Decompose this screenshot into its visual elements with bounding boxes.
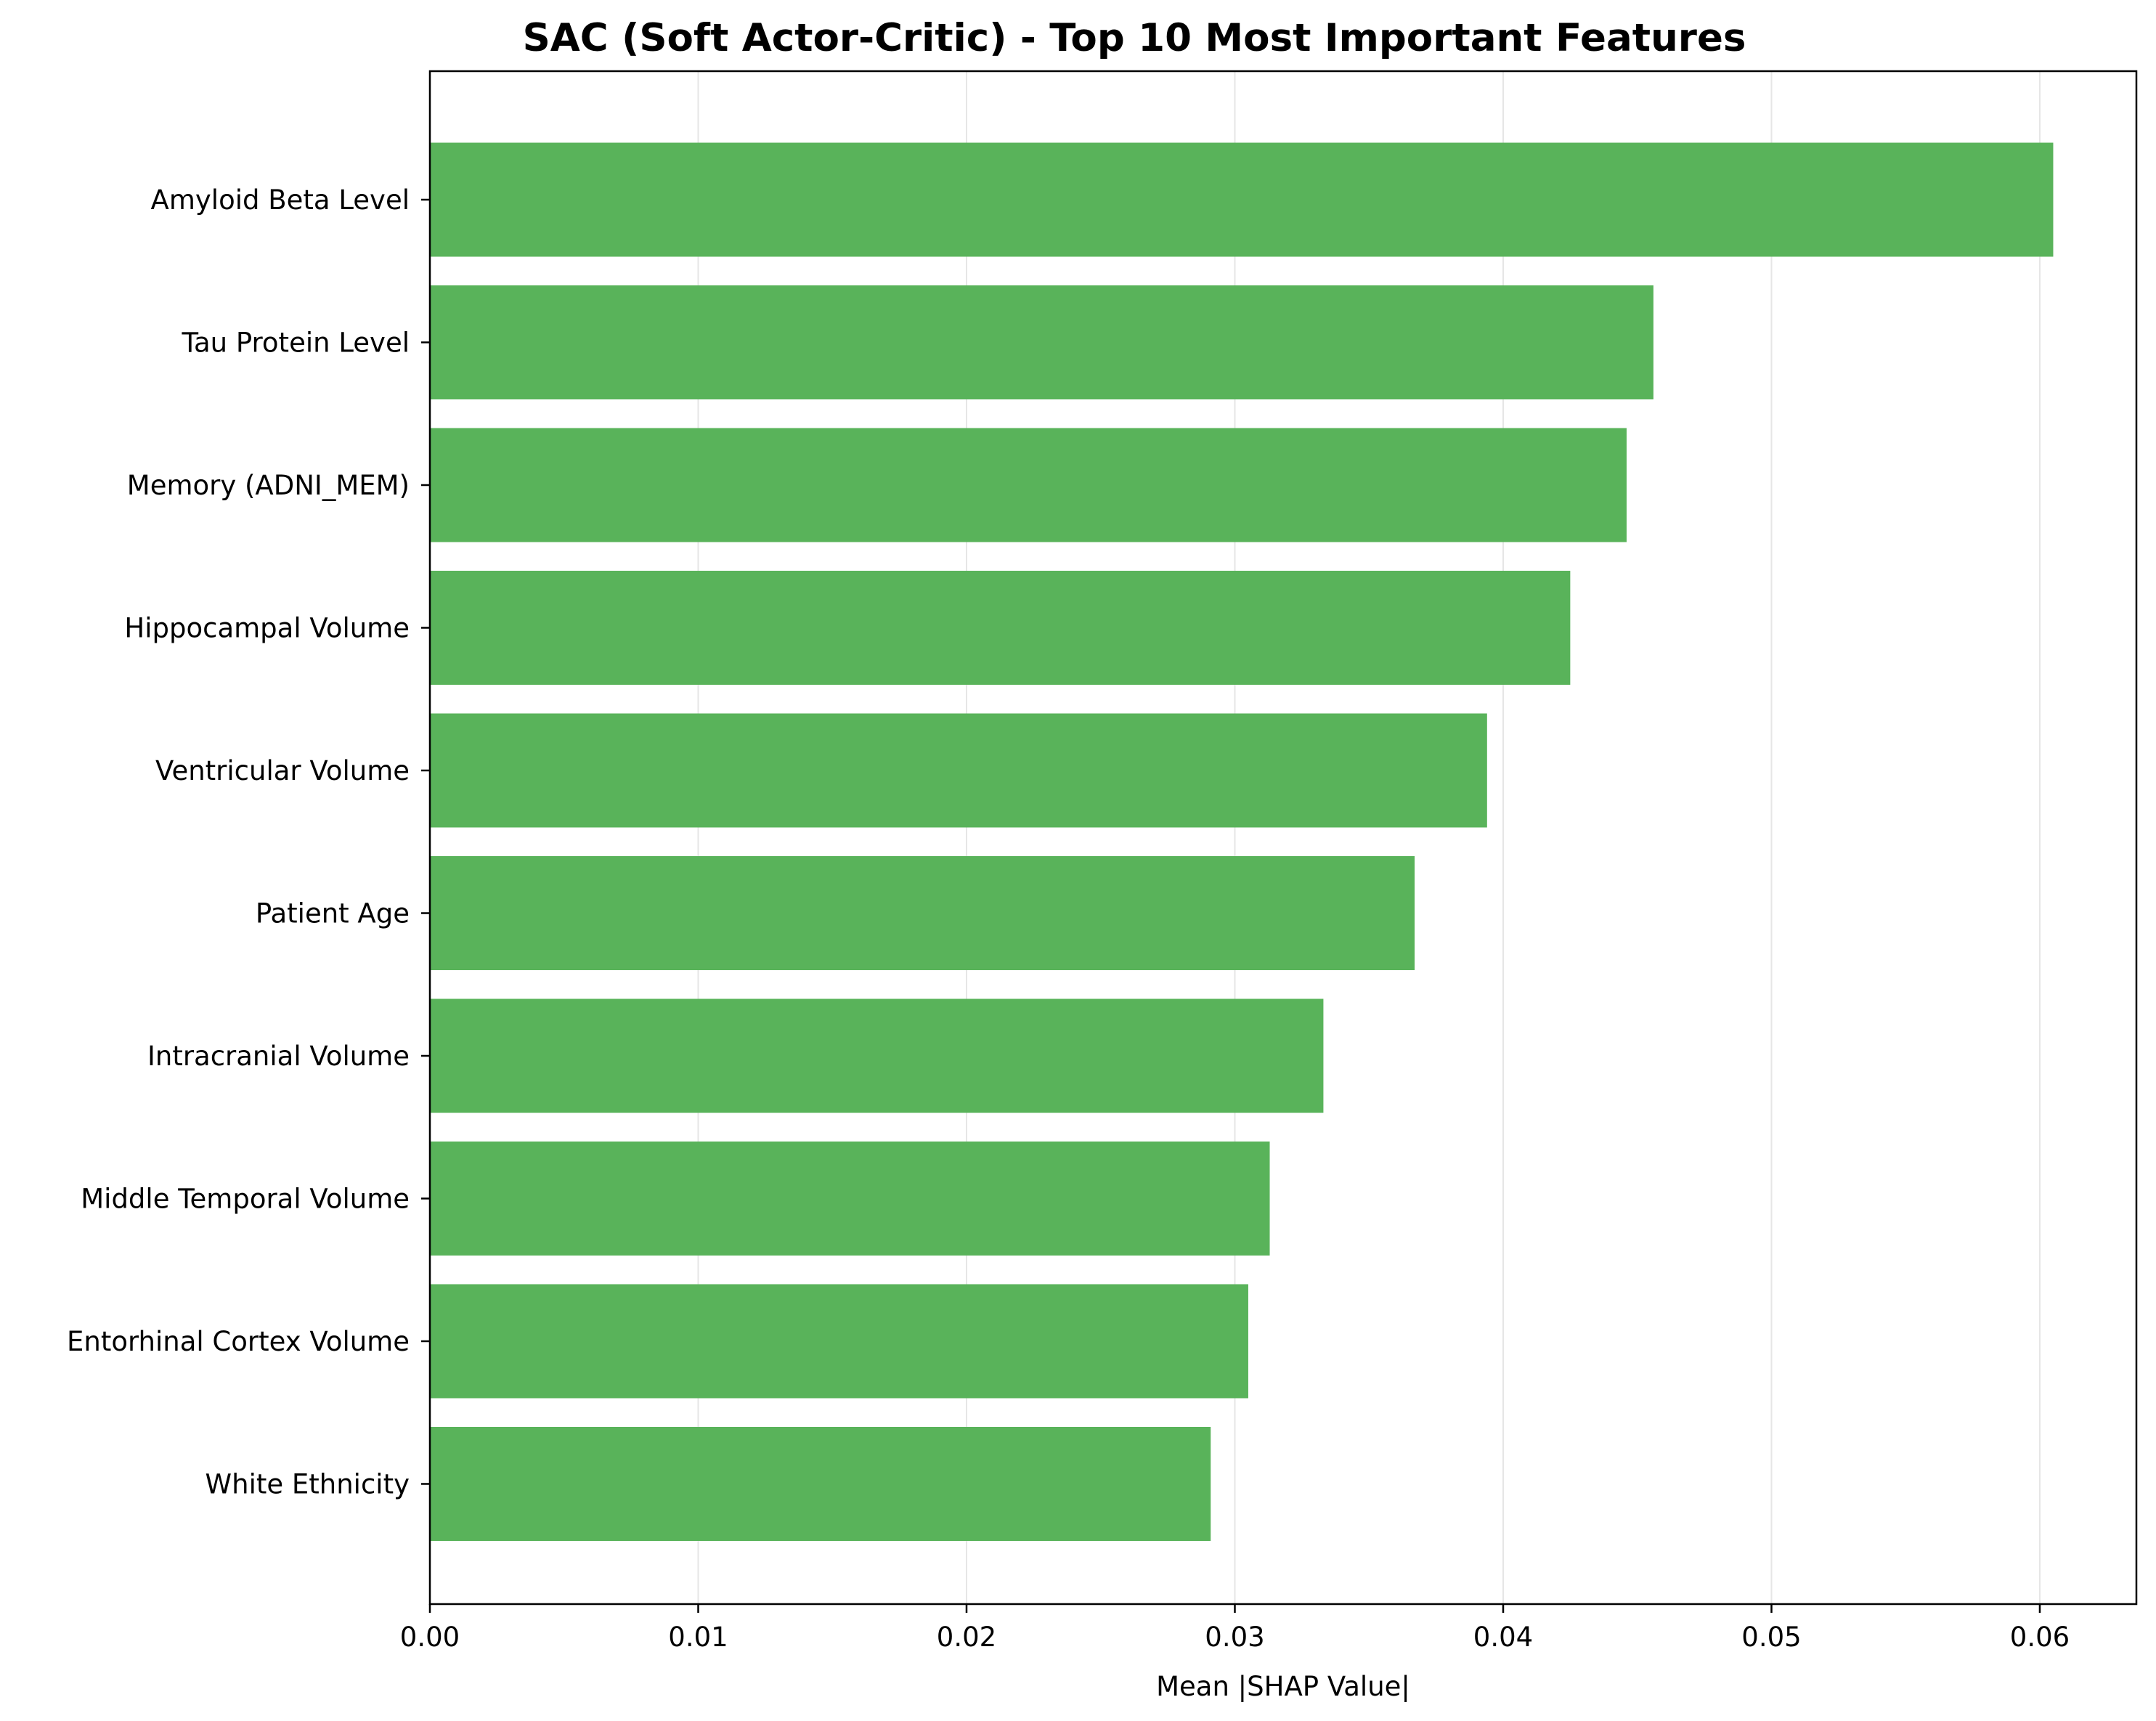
y-tick-label: Ventricular Volume — [155, 755, 410, 786]
bar: Hippocampal Volume: 0.0425 — [430, 571, 1571, 685]
y-tick-label: Intracranial Volume — [147, 1041, 410, 1072]
bar: Entorhinal Cortex Volume: 0.0305 — [430, 1284, 1248, 1399]
y-tick-label: Hippocampal Volume — [124, 613, 410, 644]
x-tick-label: 0.06 — [2010, 1622, 2070, 1653]
bars: Amyloid Beta Level: 0.0605 Tau Protein Le… — [430, 142, 2054, 1541]
plot-frame — [428, 70, 2138, 1606]
bar: Middle Temporal Volume: 0.0313 — [430, 1142, 1270, 1256]
x-tick-label: 0.00 — [400, 1622, 460, 1653]
y-tick-label: Entorhinal Cortex Volume — [67, 1326, 410, 1357]
x-tick-label: 0.02 — [937, 1622, 996, 1653]
y-tick-label: Middle Temporal Volume — [81, 1184, 410, 1215]
bar: Amyloid Beta Level: 0.0605 — [430, 142, 2054, 257]
y-tick-label: White Ethnicity — [206, 1469, 410, 1500]
chart-title: SAC (Soft Actor-Critic) - Top 10 Most Im… — [523, 16, 1746, 60]
y-tick-label: Amyloid Beta Level — [151, 184, 410, 216]
x-tick-label: 0.04 — [1473, 1622, 1533, 1653]
bar: Ventricular Volume: 0.0394 — [430, 713, 1487, 828]
y-axis-ticks: Amyloid Beta Level Tau Protein Level Memor… — [67, 184, 430, 1500]
x-tick-label: 0.05 — [1741, 1622, 1801, 1653]
bar: Intracranial Volume: 0.0333 — [430, 998, 1324, 1113]
x-tick-label: 0.01 — [668, 1622, 728, 1653]
y-tick-label: Memory (ADNI_MEM) — [127, 470, 410, 501]
bar: Patient Age: 0.0367 — [430, 856, 1415, 970]
y-tick-label: Tau Protein Level — [182, 327, 410, 359]
bar: White Ethnicity: 0.0291 — [430, 1427, 1211, 1541]
y-tick-label: Patient Age — [256, 898, 410, 929]
x-axis-ticks: 0.00 0.01 0.02 0.03 0.04 0.05 0.06 — [400, 1604, 2070, 1653]
x-axis-label: Mean |SHAP Value| — [1156, 1671, 1410, 1702]
bar: Tau Protein Level: 0.0456 — [430, 285, 1653, 399]
bar: Memory (ADNI_MEM): 0.0446 — [430, 428, 1627, 542]
x-tick-label: 0.03 — [1205, 1622, 1264, 1653]
